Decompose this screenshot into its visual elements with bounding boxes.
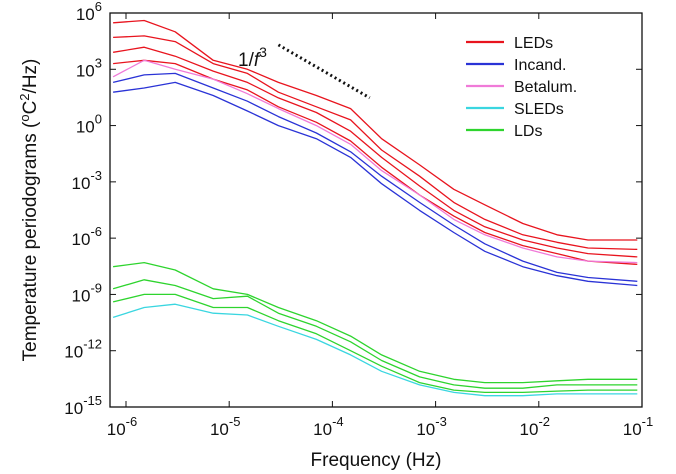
slope-annotation: 1/f3	[238, 43, 371, 100]
y-tick-label: 100	[76, 112, 102, 137]
x-tick-label: 10-6	[107, 414, 137, 439]
x-axis-title: Frequency (Hz)	[311, 450, 442, 471]
series-line-leds-3	[113, 59, 638, 266]
series-layer	[112, 19, 638, 397]
x-tick-label: 10-5	[210, 414, 240, 439]
slope-guide-line	[277, 43, 371, 100]
legend-label: SLEDs	[514, 101, 564, 118]
series-line-betalum-6	[112, 59, 638, 264]
slope-annotation-label: 1/f3	[238, 44, 267, 71]
y-tick-label: 106	[76, 0, 102, 24]
series-line-sleds-10	[112, 303, 638, 397]
legend-label: Betalum.	[514, 79, 577, 96]
y-tick-label: 10-12	[64, 337, 102, 362]
series-line-leds-0	[113, 19, 638, 241]
y-tick-label: 10-9	[72, 280, 102, 305]
x-tick-label: 10-3	[416, 414, 446, 439]
y-tick-label: 10-3	[72, 168, 102, 193]
x-tick-label: 10-1	[623, 414, 653, 439]
series-line-incand-5	[113, 81, 638, 287]
legend-label: LDs	[514, 123, 542, 140]
series-line-lds-8	[112, 279, 638, 389]
y-axis-title: Temperature periodograms (oC2/Hz)	[17, 59, 41, 362]
y-tick-label: 10-15	[64, 393, 102, 418]
series-line-incand-4	[112, 72, 638, 282]
series-line-lds-9	[112, 293, 638, 394]
series-line-leds-2	[112, 46, 638, 258]
x-tick-label: 10-2	[520, 414, 550, 439]
legend: LEDs Incand. Betalum. SLEDs LDs	[466, 35, 577, 140]
series-line-lds-7	[113, 261, 638, 384]
x-tick-label: 10-4	[313, 414, 343, 439]
ticks-layer: 10-6 10-5 10-4 10-3 10-2 10-1 106 103 100 10-3 10-…	[64, 0, 653, 439]
plot-frame	[109, 12, 643, 408]
legend-label: LEDs	[514, 35, 553, 52]
y-tick-label: 103	[76, 55, 102, 80]
y-tick-label: 10-6	[72, 224, 102, 249]
series-line-leds-1	[113, 35, 638, 251]
legend-label: Incand.	[514, 57, 566, 74]
